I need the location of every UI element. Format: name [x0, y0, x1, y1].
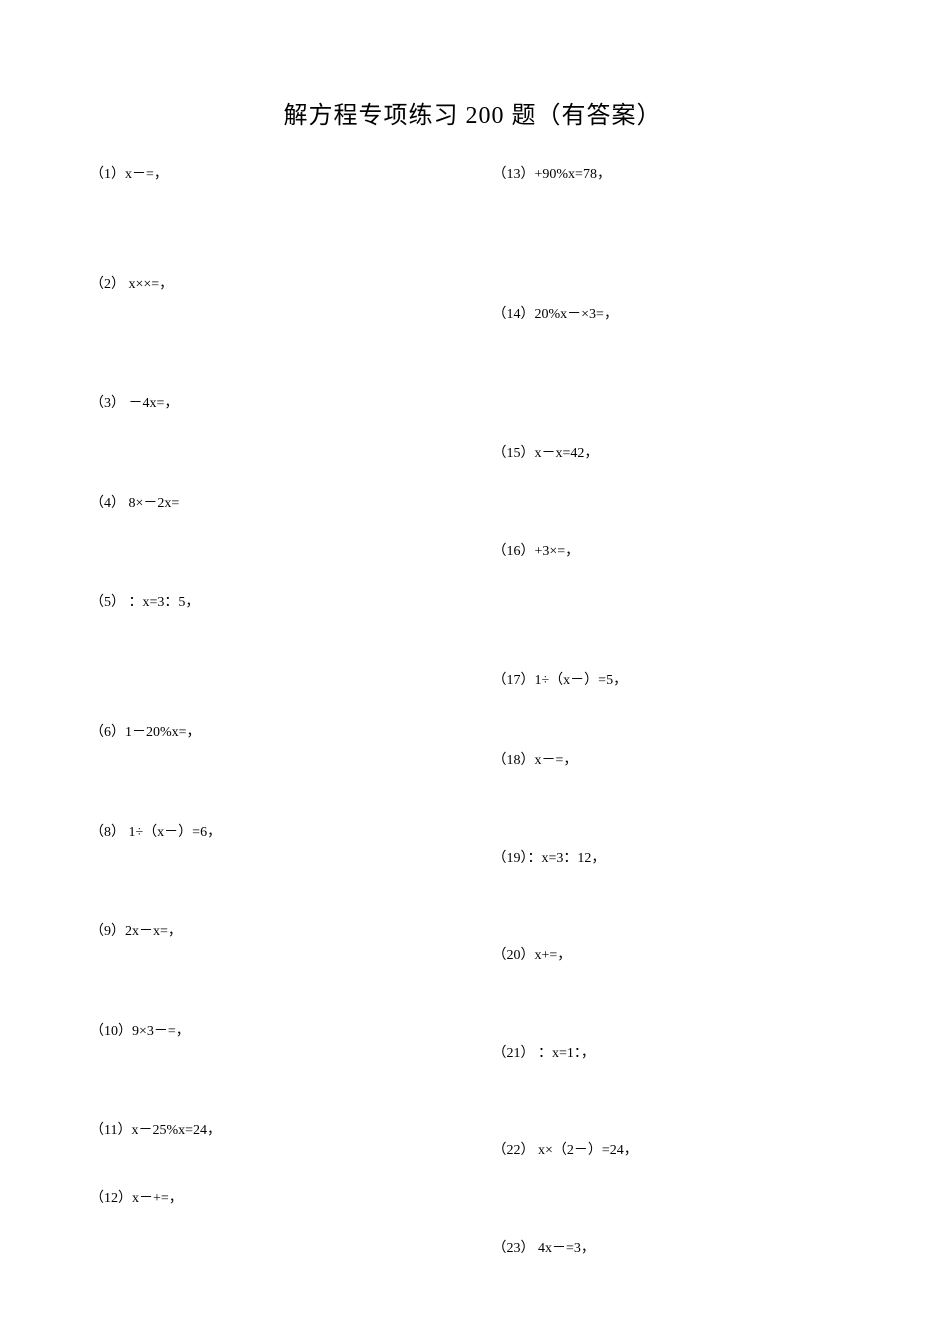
problem-number: （22）	[493, 1143, 535, 1158]
problem-item: （22） x×（2－）=24，	[493, 1141, 896, 1161]
problem-expression: 9×3－=，	[132, 1024, 190, 1039]
problem-expression: x－25%x=24，	[131, 1123, 221, 1138]
problem-expression: x－=，	[125, 167, 168, 182]
problem-number: （17）	[493, 673, 535, 688]
problem-expression: 2x－x=，	[125, 924, 182, 939]
right-column: （13）+90%x=78， （14）20%x－×3=， （15）x－x=42， …	[493, 165, 896, 1259]
problem-item: （18）x－=，	[493, 751, 896, 771]
problem-item: （8） 1÷（x－）=6，	[90, 823, 493, 843]
problem-item: （6）1－20%x=，	[90, 723, 493, 743]
problem-item: （16）+3×=，	[493, 542, 896, 562]
problem-item: （9）2x－x=，	[90, 922, 493, 942]
problem-expression: 1÷（x－）=5，	[535, 673, 628, 688]
problem-item: （12）x－+=，	[90, 1189, 493, 1209]
problem-item: （20）x+=，	[493, 946, 896, 966]
problem-number: （20）	[493, 948, 535, 963]
left-column: （1）x－=， （2） x××=， （3） －4x=， （4） 8×－2x= （…	[90, 165, 493, 1259]
problem-expression: x×（2－）=24，	[535, 1143, 638, 1158]
problem-item: （2） x××=，	[90, 275, 493, 295]
problem-number: （18）	[493, 753, 535, 768]
content-area: （1）x－=， （2） x××=， （3） －4x=， （4） 8×－2x= （…	[0, 165, 945, 1259]
problem-item: （1）x－=，	[90, 165, 493, 185]
problem-expression: x+=，	[535, 948, 572, 963]
problem-item: （5） ：x=3：5，	[90, 593, 493, 613]
problem-item: （21） ：x=1：，	[493, 1044, 896, 1064]
problem-number: （19）	[493, 851, 528, 866]
problem-number: （14）	[493, 307, 535, 322]
problem-number: （11）	[90, 1123, 131, 1138]
problem-item: （19）：x=3：12，	[493, 849, 896, 869]
problem-number: （5）	[90, 595, 125, 610]
page-title: 解方程专项练习 200 题（有答案）	[0, 0, 945, 165]
problem-item: （10）9×3－=，	[90, 1022, 493, 1042]
problem-expression: 1－20%x=，	[125, 725, 201, 740]
problem-expression: x－x=42，	[535, 446, 599, 461]
problem-expression: 8×－2x=	[125, 496, 179, 511]
problem-item: （3） －4x=，	[90, 394, 493, 414]
problem-number: （8）	[90, 825, 125, 840]
problem-number: （1）	[90, 167, 125, 182]
problem-number: （12）	[90, 1191, 132, 1206]
problem-number: （21）	[493, 1046, 535, 1061]
problem-expression: x－+=，	[132, 1191, 183, 1206]
problem-expression: 1÷（x－）=6，	[125, 825, 221, 840]
problem-expression: ：x=1：，	[535, 1046, 595, 1061]
problem-number: （4）	[90, 496, 125, 511]
problem-expression: －4x=，	[125, 396, 178, 411]
problem-item: （14）20%x－×3=，	[493, 305, 896, 325]
problem-number: （15）	[493, 446, 535, 461]
problem-number: （3）	[90, 396, 125, 411]
problem-expression: ：x=3：5，	[125, 595, 199, 610]
problem-number: （16）	[493, 544, 535, 559]
problem-item: （4） 8×－2x=	[90, 494, 493, 514]
problem-number: （23）	[493, 1241, 535, 1256]
problem-expression: x－=，	[535, 753, 578, 768]
problem-item: （23） 4x－=3，	[493, 1239, 896, 1259]
problem-number: （9）	[90, 924, 125, 939]
problem-item: （13）+90%x=78，	[493, 165, 896, 185]
problem-number: （13）	[493, 167, 535, 182]
problem-expression: +90%x=78，	[535, 167, 611, 182]
problem-number: （10）	[90, 1024, 132, 1039]
problem-expression: 20%x－×3=，	[535, 307, 618, 322]
problem-item: （11）x－25%x=24，	[90, 1121, 493, 1141]
problem-number: （2）	[90, 277, 125, 292]
problem-item: （17）1÷（x－）=5，	[493, 671, 896, 691]
problem-number: （6）	[90, 725, 125, 740]
problem-expression: ：x=3：12，	[528, 851, 606, 866]
problem-expression: +3×=，	[535, 544, 580, 559]
problem-item: （15）x－x=42，	[493, 444, 896, 464]
problem-expression: x××=，	[125, 277, 173, 292]
problem-expression: 4x－=3，	[535, 1241, 595, 1256]
